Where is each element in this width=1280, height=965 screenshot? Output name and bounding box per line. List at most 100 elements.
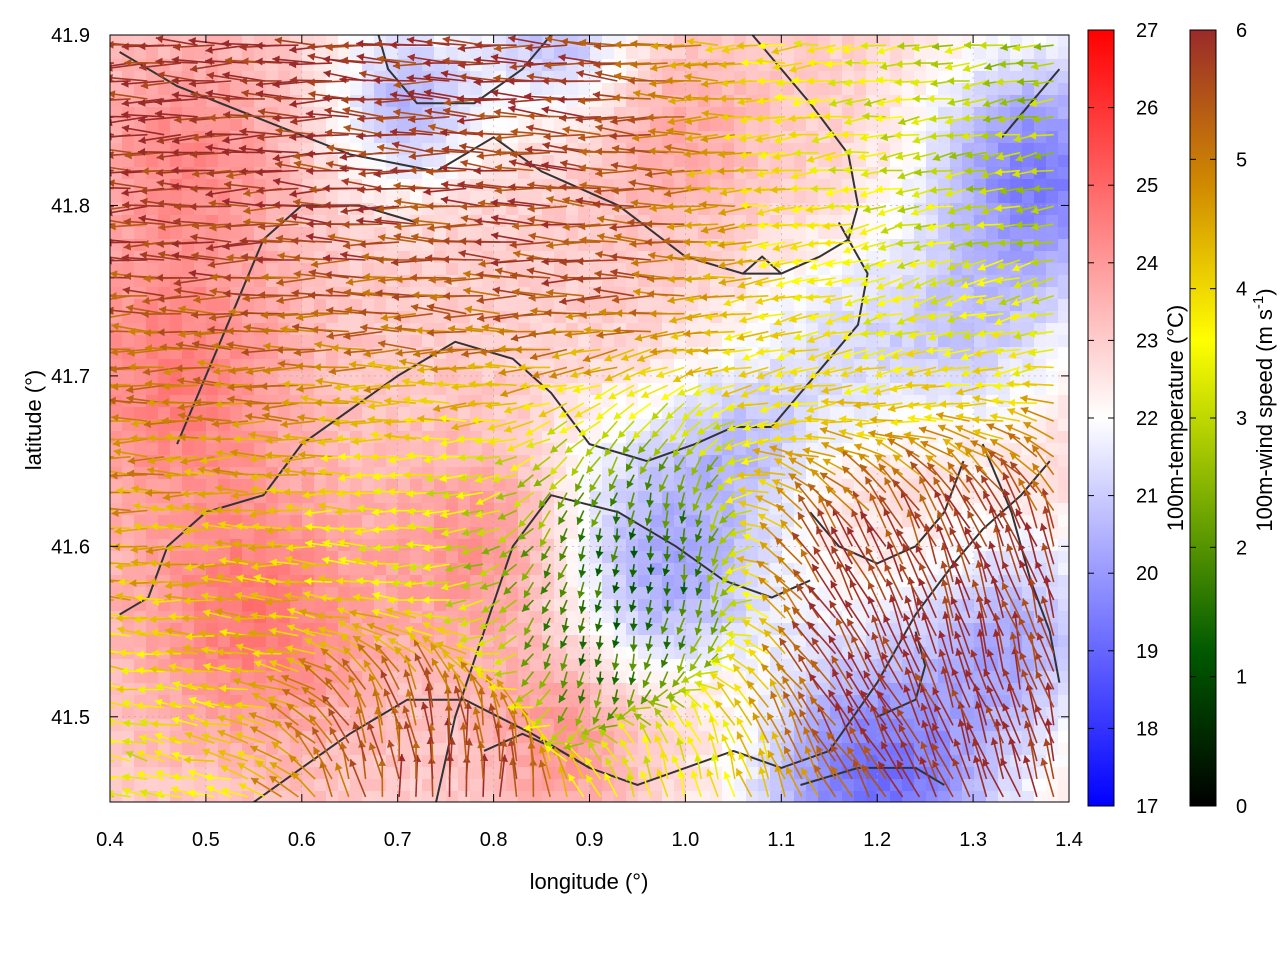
temperature-cell [470,83,483,96]
temperature-cell [134,155,147,168]
temperature-cell [626,323,639,336]
temperature-cell [1010,83,1023,96]
temperature-cell [170,263,183,276]
temperature-cell [230,227,243,240]
temperature-cell [986,227,999,240]
temperature-cell [602,527,615,540]
temperature-cell [206,479,219,492]
temperature-cell [242,95,255,108]
temperature-cell [194,239,207,252]
temperature-cell [362,83,375,96]
temperature-cell [938,83,951,96]
temperature-cell [242,635,255,648]
temperature-cell [974,335,987,348]
temperature-cell [290,395,303,408]
temperature-cell [830,371,843,384]
temperature-cell [722,467,735,480]
temperature-cell [794,47,807,60]
temperature-cell [278,335,291,348]
temperature-cell [638,59,651,72]
temperature-cell [818,83,831,96]
temperature-cell [482,443,495,456]
temperature-cell [458,515,471,528]
temperature-cell [710,299,723,312]
temperature-cell [362,371,375,384]
temperature-cell [518,299,531,312]
temperature-cell [146,611,159,624]
temperature-cell [170,191,183,204]
temperature-cell [326,191,339,204]
temperature-cell [158,671,171,684]
temperature-cell [650,659,663,672]
temperature-cell [314,515,327,528]
temperature-cell [902,107,915,120]
temperature-cell [518,227,531,240]
temperature-cell [470,119,483,132]
temperature-cell [674,227,687,240]
temperature-cell [566,659,579,672]
temperature-cell [134,335,147,348]
temperature-cell [782,551,795,564]
temperature-cell [962,359,975,372]
temperature-cell [350,191,363,204]
temperature-cell [110,671,123,684]
temperature-cell [386,443,399,456]
temperature-cell [662,383,675,396]
temperature-cell [674,155,687,168]
temperature-cell [566,527,579,540]
temperature-cell [518,311,531,324]
temperature-cell [314,59,327,72]
temperature-cell [398,47,411,60]
temperature-cell [518,611,531,624]
temperature-cell [362,683,375,696]
temperature-cell [938,239,951,252]
temperature-cell [302,335,315,348]
temperature-cell [494,443,507,456]
temperature-cell [206,299,219,312]
temperature-cell [470,779,483,792]
temperature-cell [566,59,579,72]
temperature-cell [158,611,171,624]
temperature-cell [422,155,435,168]
temperature-cell [338,191,351,204]
temperature-cell [542,335,555,348]
temperature-cell [290,371,303,384]
temperature-cell [446,371,459,384]
temperature-cell [266,191,279,204]
temperature-cell [578,647,591,660]
temperature-cell [266,167,279,180]
temperature-cell [662,575,675,588]
temperature-cell [746,407,759,420]
temperature-cell [278,167,291,180]
temperature-cell [662,479,675,492]
temperature-cell [158,707,171,720]
temperature-cell [326,383,339,396]
temperature-cell [638,263,651,276]
temperature-cell [338,263,351,276]
temperature-cell [194,47,207,60]
temperature-cell [662,155,675,168]
temperature-cell [482,719,495,732]
temperature-cell [902,95,915,108]
temperature-cell [218,119,231,132]
temperature-cell [482,119,495,132]
temperature-cell [506,659,519,672]
temperature-cell [518,83,531,96]
temperature-cell [650,191,663,204]
temperature-cell [506,83,519,96]
temperature-cell [434,323,447,336]
temperature-cell [110,779,123,792]
temperature-cell [350,335,363,348]
temperature-cell [866,371,879,384]
temperature-cell [710,155,723,168]
temperature-cell [122,515,135,528]
temperature-cell [602,587,615,600]
temperature-cell [206,431,219,444]
temperature-cell [566,671,579,684]
temperature-cell [650,611,663,624]
temperature-cell [482,155,495,168]
temperature-cell [650,515,663,528]
temperature-cell [422,311,435,324]
temperature-cell [950,371,963,384]
temperature-cell [1022,215,1035,228]
